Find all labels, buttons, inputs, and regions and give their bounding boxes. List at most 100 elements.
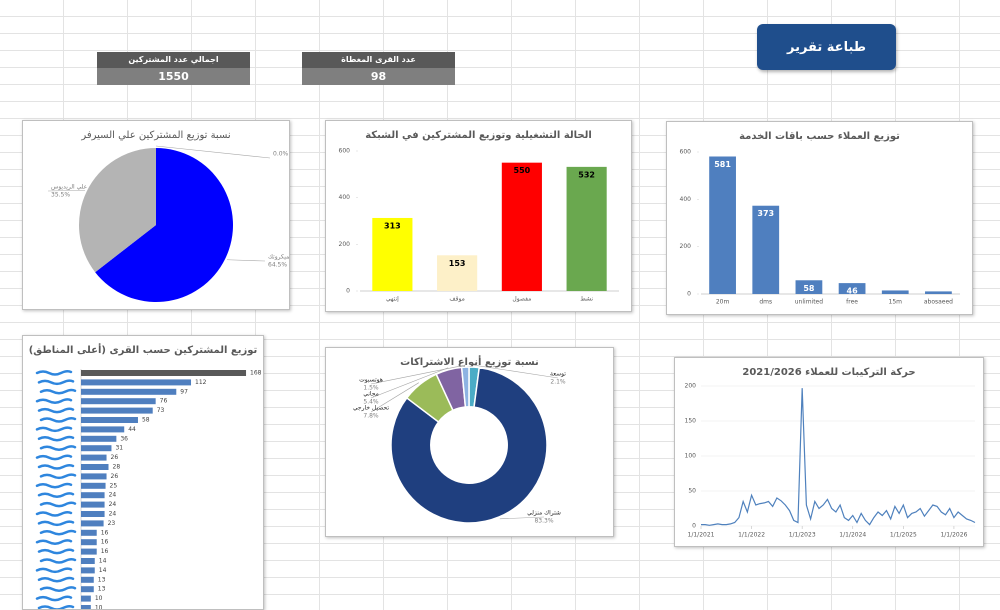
value-label: 24 <box>109 492 117 499</box>
value-label: 112 <box>195 379 207 386</box>
leader-line <box>370 382 419 413</box>
value-label: 15 <box>890 294 902 303</box>
value-label: 168 <box>250 370 262 377</box>
value-label: 26 <box>111 473 119 480</box>
y-tick-label: 0 <box>346 288 350 295</box>
leader-line <box>370 367 449 399</box>
y-tick-label: 0 <box>692 523 696 530</box>
slice-label: هوتسبوت <box>359 377 383 384</box>
x-tick-label: unlimited <box>795 299 823 306</box>
value-label: 13 <box>98 576 106 583</box>
bar <box>81 398 156 405</box>
redaction <box>37 463 75 470</box>
x-tick-label: نشط <box>580 296 593 303</box>
value-label: 11 <box>933 295 945 304</box>
value-label: 16 <box>101 548 109 555</box>
bar <box>81 576 94 583</box>
y-tick-label: 400 <box>680 196 692 203</box>
bar <box>838 283 866 294</box>
redaction <box>37 604 75 609</box>
chart: الحالة التشغيلية وتوزيع المشتركين في الش… <box>339 130 619 303</box>
redaction <box>39 445 77 451</box>
redaction <box>35 539 73 545</box>
bar <box>81 605 91 609</box>
bar <box>81 492 105 499</box>
slice-value: 1.5% <box>363 385 379 392</box>
bar <box>501 162 542 291</box>
x-tick-label: إنتهي <box>386 296 399 303</box>
chart-title: حركة التركيبات للعملاء 2021/2026 <box>742 367 915 378</box>
value-label: 373 <box>757 209 774 218</box>
slice-value: 5.4% <box>363 399 379 406</box>
slice-value: 64.5% <box>268 262 287 269</box>
value-label: 58 <box>142 417 150 424</box>
slice-value: 83.3% <box>534 518 553 525</box>
bar <box>709 156 736 294</box>
chart-box: نسبة توزيع المشتركين علي السيرفر 0.0% علي … <box>22 120 290 310</box>
value-label: 36 <box>120 435 128 442</box>
value-label: 10 <box>95 595 103 602</box>
value-label: 26 <box>111 454 119 461</box>
y-tick-label: 150 <box>685 418 697 425</box>
bar <box>925 291 952 294</box>
redaction <box>39 473 77 480</box>
chart-title: الحالة التشغيلية وتوزيع المشتركين في الش… <box>365 130 592 141</box>
x-tick-label: abosaeed <box>924 299 953 306</box>
value-label: 581 <box>714 160 731 169</box>
redaction <box>37 407 75 414</box>
bar <box>437 255 478 291</box>
bar <box>81 445 112 452</box>
y-tick-label: 100 <box>685 453 697 460</box>
slice-label: مجاني <box>363 391 379 398</box>
kpi: عدد القرى المغطاة 98 <box>302 52 455 85</box>
value-label: 16 <box>101 529 109 536</box>
kpi-value: 1550 <box>97 68 250 85</box>
slice-label: تحصيل خارجي <box>353 405 389 412</box>
value-label: 24 <box>109 511 117 518</box>
print-button[interactable]: طباعة تقرير <box>757 24 896 70</box>
bar <box>81 388 177 395</box>
bar <box>881 290 909 294</box>
value-label: 14 <box>99 558 107 565</box>
leader-line <box>226 259 266 262</box>
bar <box>81 558 95 564</box>
leader-line <box>155 145 271 159</box>
chart: حركة التركيبات للعملاء 2021/2026 0 50 100 15… <box>685 367 976 539</box>
bar <box>81 464 109 470</box>
slice-value: 2.1% <box>550 379 566 386</box>
redaction <box>35 510 73 517</box>
x-tick-label: مفصول <box>512 296 531 303</box>
redaction <box>39 557 77 564</box>
value-label: 73 <box>157 407 165 414</box>
kpi-label: اجمالي عدد المشتركين <box>97 52 250 68</box>
x-tick-label: 1/1/2024 <box>839 532 866 539</box>
bar <box>81 435 117 442</box>
slice <box>95 148 233 302</box>
bar <box>81 501 105 508</box>
bar <box>81 511 105 517</box>
bar <box>372 217 413 291</box>
chart-box: الحالة التشغيلية وتوزيع المشتركين في الش… <box>325 120 632 312</box>
value-label: 16 <box>101 539 109 546</box>
bar <box>81 426 125 433</box>
value-label: 28 <box>113 464 121 471</box>
redaction <box>37 379 75 386</box>
slice-label: توسعة <box>550 371 566 378</box>
bar <box>795 280 823 294</box>
leader-line <box>474 364 559 379</box>
slice <box>460 366 470 408</box>
x-tick-label: free <box>846 299 858 306</box>
value-label: 44 <box>128 426 136 433</box>
value-label: 24 <box>109 501 117 508</box>
bar <box>81 520 104 527</box>
value-label: 14 <box>99 567 107 574</box>
leader-line <box>499 516 545 520</box>
bar <box>81 567 95 574</box>
bar <box>566 166 607 291</box>
leader-line <box>47 189 86 192</box>
x-tick-label: 1/1/2023 <box>789 532 816 539</box>
chart-box: توزيع العملاء حسب باقات الخدمة 0 200 400 600… <box>666 121 973 315</box>
chart: توزيع المشتركين حسب القرى (أعلى المناطق)… <box>29 343 262 609</box>
